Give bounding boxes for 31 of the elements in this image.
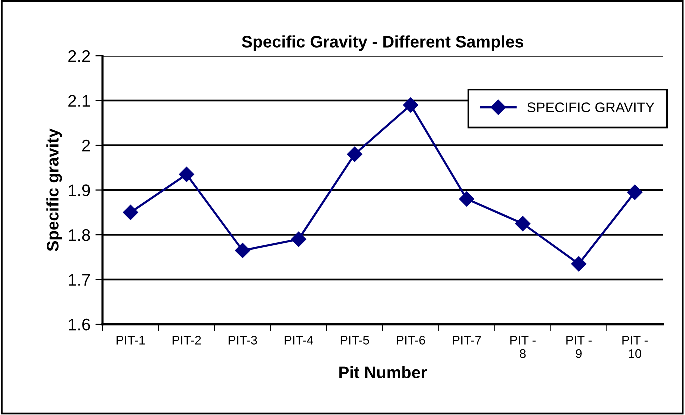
point — [459, 192, 475, 207]
x-tick-label: PIT - 10 — [622, 336, 648, 358]
point — [179, 167, 194, 182]
y-tick-label: 1.6 — [69, 318, 90, 331]
x-tick-label: PIT-4 — [284, 336, 314, 345]
x-axis-title: Pit Number — [340, 366, 428, 379]
x-tick-label: PIT-7 — [453, 336, 482, 345]
point — [235, 243, 250, 258]
x-tick-label: PIT-1 — [116, 336, 146, 345]
x-tick-label: PIT-6 — [397, 336, 426, 345]
y-tick-label: 1.8 — [69, 229, 90, 242]
legend-label: SPECIFIC GRAVITY — [528, 102, 655, 113]
y-tick-label: 2 — [82, 140, 90, 152]
y-tick-label: 1.7 — [69, 274, 90, 286]
point — [515, 216, 531, 232]
y-axis-title: Specific gravity — [46, 128, 62, 252]
y-tick-label: 2.1 — [68, 95, 90, 107]
chart-title: Specific Gravity - Different Samples — [242, 36, 524, 52]
point — [403, 98, 418, 113]
point — [291, 232, 306, 248]
x-tick-label: PIT-2 — [172, 336, 202, 345]
x-tick-label: PIT - 9 — [566, 336, 592, 358]
x-tick-label: PIT - 8 — [510, 336, 536, 358]
point — [571, 256, 587, 272]
x-tick-label: PIT-5 — [340, 336, 370, 345]
point — [347, 146, 362, 162]
y-tick-label: 1.9 — [69, 184, 90, 196]
point — [123, 205, 138, 220]
y-tick-label: 2.2 — [68, 50, 90, 62]
point — [627, 184, 643, 200]
x-tick-label: PIT-3 — [228, 336, 258, 345]
